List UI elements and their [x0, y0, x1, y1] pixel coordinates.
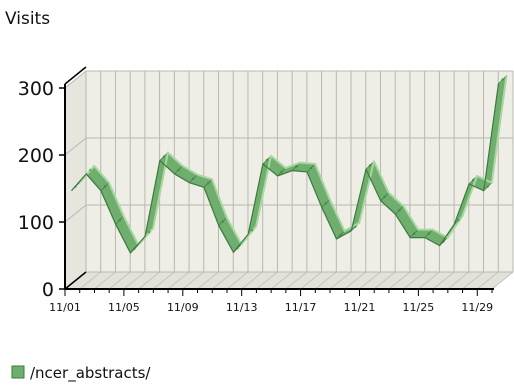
- x-tick-label: 11/17: [285, 301, 317, 314]
- grid-line-floor: [167, 271, 190, 290]
- data-point: [295, 165, 298, 168]
- chart-walls: [65, 71, 513, 289]
- data-point: [206, 182, 210, 185]
- legend-label: /ncer_abstracts/: [30, 364, 151, 383]
- data-point: [368, 164, 372, 167]
- data-point: [162, 155, 166, 158]
- grid-line-side: [64, 70, 87, 89]
- data-point: [442, 240, 445, 243]
- grid-line-side: [64, 204, 87, 223]
- data-point: [103, 185, 107, 188]
- y-tick-label: 300: [18, 78, 54, 100]
- y-ticks: 0 100 200 300: [18, 78, 65, 301]
- x-tick-label: 11/01: [49, 301, 81, 314]
- series-line-edge: [71, 83, 500, 254]
- grid-line-floor: [462, 271, 484, 290]
- x-tick-label: 11/09: [167, 301, 199, 314]
- grid-line-side: [64, 137, 87, 156]
- data-point: [192, 177, 195, 180]
- grid-line-floor: [123, 271, 146, 290]
- grid-line-floor: [182, 271, 205, 290]
- grid-line-floor: [211, 271, 234, 290]
- x-tick-label: 11/13: [226, 301, 258, 314]
- x-ticks: 11/01 11/05 11/09 11/13 11/17 11/21 11/25 11/29: [49, 289, 493, 314]
- x-tick-label: 11/29: [461, 301, 493, 314]
- data-point: [324, 202, 328, 205]
- grid-line-floor: [79, 271, 102, 290]
- x-tick-label: 11/05: [108, 301, 140, 314]
- data-point: [309, 166, 313, 170]
- grid-line-floor: [226, 271, 249, 290]
- y-axis-label: Visits: [5, 9, 50, 29]
- legend: /ncer_abstracts/: [11, 364, 151, 383]
- grid-line-floor: [94, 271, 116, 290]
- grid-line-floor: [108, 271, 131, 290]
- data-point: [236, 247, 239, 250]
- data-point: [486, 185, 489, 188]
- floor: [65, 272, 513, 289]
- data-point: [265, 158, 269, 162]
- grid-line-floor: [270, 271, 293, 290]
- data-point: [354, 225, 357, 229]
- legend-swatch: [11, 365, 25, 379]
- data-point: [147, 231, 151, 234]
- grid-line-floor: [403, 271, 425, 290]
- grid-line-floor: [491, 271, 514, 290]
- chart-axes: [64, 66, 494, 290]
- x-tick-label: 11/21: [344, 301, 376, 314]
- grid-line-floor: [300, 271, 322, 290]
- x-tick-label: 11/25: [403, 301, 435, 314]
- data-point: [280, 170, 283, 174]
- grid-line-floor: [256, 271, 278, 290]
- y-axis-depth: [64, 66, 87, 85]
- data-point: [177, 168, 180, 172]
- grid-line-floor: [447, 271, 470, 290]
- data-point: [457, 219, 460, 222]
- data-point: [427, 232, 431, 235]
- grid-line-floor: [418, 271, 440, 290]
- data-point: [118, 219, 121, 222]
- data-point: [133, 247, 136, 251]
- grid-line-floor: [476, 271, 499, 290]
- grid-line-floor: [197, 271, 219, 290]
- data-point: [250, 229, 254, 232]
- y-tick-label: 200: [18, 145, 54, 167]
- grid-line-floor: [432, 271, 455, 290]
- data-point: [339, 233, 342, 237]
- grid-line-floor: [388, 271, 411, 290]
- data-point: [398, 208, 401, 212]
- grid-line-floor: [314, 271, 337, 290]
- series-line-highlight: [78, 75, 508, 247]
- data-point: [221, 220, 224, 223]
- grid-line-floor: [359, 271, 381, 290]
- grid-line-floor: [285, 271, 308, 290]
- data-point: [501, 78, 504, 81]
- x-axis-depth: [64, 271, 87, 290]
- data-point: [74, 185, 77, 188]
- grid-line-floor: [344, 271, 367, 290]
- grid-line-floor: [329, 271, 352, 290]
- side-wall: [65, 71, 86, 289]
- data-point: [412, 232, 416, 235]
- y-tick-label: 100: [18, 212, 54, 234]
- chart-series: [71, 74, 508, 254]
- data-point: [89, 168, 92, 172]
- data-point: [383, 195, 386, 198]
- data-point: [471, 178, 475, 182]
- grid-line-floor: [373, 271, 396, 290]
- grid-line-floor: [138, 271, 160, 290]
- grid-line-floor: [241, 271, 264, 290]
- y-tick-label: 0: [42, 279, 54, 301]
- grid-line-floor: [153, 271, 175, 290]
